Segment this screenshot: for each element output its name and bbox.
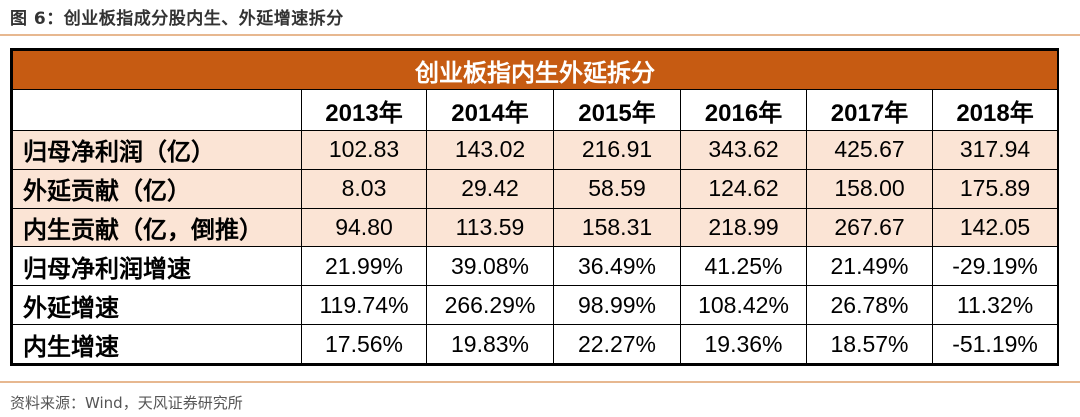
- table-cell: 266.29%: [426, 285, 554, 326]
- table-cell: 29.42: [426, 168, 554, 209]
- table-cell: 175.89: [931, 168, 1059, 209]
- table-cell: 119.74%: [301, 285, 427, 326]
- table-cell: 216.91: [553, 130, 681, 170]
- table-cell: 124.62: [680, 168, 807, 209]
- year-header: 2013年: [301, 89, 427, 131]
- year-header: 2018年: [931, 89, 1059, 131]
- table-row: 内生增速 17.56% 19.83% 22.27% 19.36% 18.57% …: [12, 324, 1059, 364]
- data-table-container: 创业板指内生外延拆分 2013年 2014年 2015年 2016年 2017年…: [10, 48, 1059, 366]
- table-cell: 108.42%: [680, 285, 807, 326]
- table-row: 外延增速 119.74% 266.29% 98.99% 108.42% 26.7…: [12, 285, 1059, 326]
- table-row: 内生贡献（亿，倒推） 94.80 113.59 158.31 218.99 26…: [12, 207, 1059, 248]
- row-label: 内生贡献（亿，倒推）: [12, 207, 302, 248]
- table-cell: 158.00: [806, 168, 933, 209]
- year-header: 2016年: [680, 89, 807, 131]
- table-cell: 98.99%: [553, 285, 681, 326]
- table-cell: 113.59: [426, 207, 554, 248]
- table-cell: 18.57%: [806, 324, 933, 364]
- header-corner: [12, 89, 302, 131]
- table-cell: 26.78%: [806, 285, 933, 326]
- table-cell: 58.59: [553, 168, 681, 209]
- table-cell: 158.31: [553, 207, 681, 248]
- table-cell: 142.05: [931, 207, 1059, 248]
- table-cell: 8.03: [301, 168, 427, 209]
- row-label: 归母净利润增速: [12, 246, 302, 287]
- year-header-row: 2013年 2014年 2015年 2016年 2017年 2018年: [12, 89, 1059, 131]
- row-label: 内生增速: [12, 324, 302, 364]
- row-label: 外延贡献（亿）: [12, 168, 302, 209]
- table-cell: 19.83%: [426, 324, 554, 364]
- table-cell: -29.19%: [931, 246, 1059, 287]
- table-cell: 11.32%: [931, 285, 1059, 326]
- row-label: 归母净利润（亿）: [12, 130, 302, 170]
- table-title: 创业板指内生外延拆分: [11, 50, 1059, 90]
- table-cell: 143.02: [426, 130, 554, 170]
- source-note: 资料来源：Wind，天风证券研究所: [10, 394, 243, 412]
- table-cell: 22.27%: [553, 324, 681, 364]
- table-cell: 36.49%: [553, 246, 681, 287]
- table-cell: 343.62: [680, 130, 807, 170]
- year-header: 2017年: [806, 89, 933, 131]
- table-row: 归母净利润增速 21.99% 39.08% 36.49% 41.25% 21.4…: [12, 246, 1059, 287]
- table-cell: 41.25%: [680, 246, 807, 287]
- table-row: 归母净利润（亿） 102.83 143.02 216.91 343.62 425…: [12, 130, 1059, 170]
- year-header: 2014年: [426, 89, 554, 131]
- table-cell: 39.08%: [426, 246, 554, 287]
- top-divider: [0, 34, 1080, 36]
- year-header: 2015年: [553, 89, 681, 131]
- table-cell: 94.80: [301, 207, 427, 248]
- figure-title: 图 6：创业板指成分股内生、外延增速拆分: [10, 9, 344, 29]
- table-cell: 267.67: [806, 207, 933, 248]
- table-cell: -51.19%: [931, 324, 1059, 364]
- table-cell: 102.83: [301, 130, 427, 170]
- table-cell: 218.99: [680, 207, 807, 248]
- table-cell: 17.56%: [301, 324, 427, 364]
- table-cell: 317.94: [931, 130, 1059, 170]
- row-label: 外延增速: [12, 285, 302, 326]
- table-row: 外延贡献（亿） 8.03 29.42 58.59 124.62 158.00 1…: [12, 168, 1059, 209]
- table-cell: 19.36%: [680, 324, 807, 364]
- bottom-divider: [0, 381, 1080, 383]
- table-cell: 21.49%: [806, 246, 933, 287]
- data-table: 创业板指内生外延拆分 2013年 2014年 2015年 2016年 2017年…: [11, 50, 1059, 364]
- table-cell: 425.67: [806, 130, 933, 170]
- table-cell: 21.99%: [301, 246, 427, 287]
